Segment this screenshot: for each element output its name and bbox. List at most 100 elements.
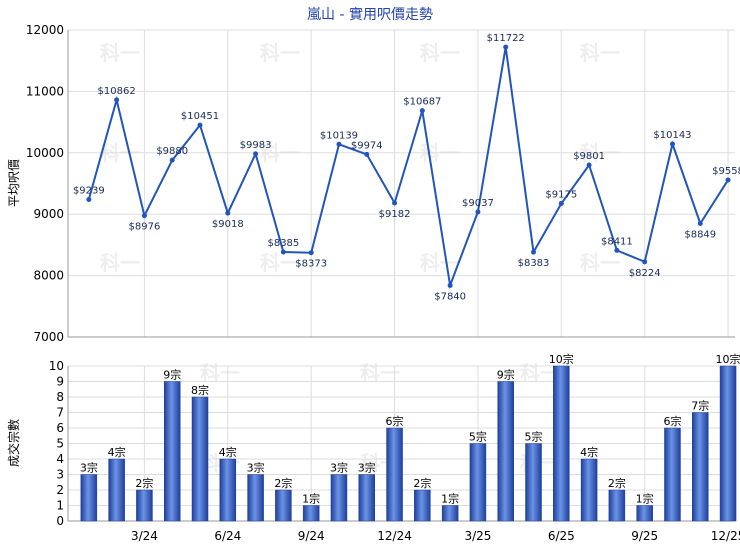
line-data-label: $9175: [545, 189, 577, 200]
line-data-point: [225, 210, 231, 216]
bar-y-tick-label: 7: [56, 406, 64, 420]
bar-data-label: 1宗: [441, 492, 459, 506]
bar-y-tick-label: 6: [56, 421, 64, 435]
watermark-text: 科一: [420, 41, 460, 65]
line-data-label: $10687: [403, 97, 441, 108]
line-data-point: [308, 250, 314, 256]
bar: [108, 458, 125, 522]
watermark-text: 科一: [580, 41, 620, 65]
line-data-point: [197, 122, 203, 128]
line-data-label: $8976: [129, 222, 161, 233]
bar: [80, 474, 98, 522]
line-data-point: [86, 197, 92, 203]
line-data-point: [419, 108, 425, 114]
line-data-label: $8385: [267, 238, 299, 249]
bar: [330, 474, 348, 522]
bar-data-label: 7宗: [691, 399, 709, 413]
x-tick-label: 12/25: [711, 529, 740, 543]
line-data-label: $10143: [653, 130, 691, 141]
bar-data-label: 9宗: [497, 368, 515, 382]
bar-data-label: 9宗: [163, 368, 181, 382]
bar: [608, 489, 626, 522]
bar: [358, 474, 376, 522]
watermark-text: 科一: [580, 251, 620, 275]
line-data-point: [586, 162, 592, 168]
bar: [580, 458, 598, 522]
bar: [469, 443, 487, 522]
bar: [136, 489, 153, 522]
x-tick-label: 6/25: [548, 529, 575, 543]
line-data-label: $10862: [98, 86, 136, 97]
line-data-point: [725, 177, 731, 183]
watermark-text: 科一: [260, 41, 300, 65]
x-tick-label: 9/25: [631, 529, 658, 543]
bar-data-label: 1宗: [636, 492, 654, 506]
line-chart-panel: 7000 8000 9000 10000 11000 12000 $9239 $10862 $8…: [26, 23, 740, 344]
line-data-label: $8224: [629, 268, 661, 279]
chart-title: 嵐山 - 實用呎價走勢: [307, 6, 433, 23]
line-data-point: [669, 141, 675, 147]
line-data-point: [392, 200, 398, 206]
bar-chart-panel: 01 23 45 67 89 10 3宗 4宗 2宗 9宗 8宗 4宗 3宗 2宗 1宗 3宗 3宗 6宗 2宗 1宗…: [49, 352, 740, 543]
bar: [219, 458, 237, 522]
bar: [553, 365, 570, 522]
line-data-label: $8411: [601, 236, 633, 247]
line-data-point: [697, 220, 703, 226]
line-data-point: [475, 209, 481, 215]
line-data-point: [447, 282, 453, 288]
bar: [302, 505, 320, 522]
line-data-label: $9037: [462, 198, 494, 209]
line-data-label: $9239: [73, 186, 105, 197]
bar: [719, 365, 737, 522]
bar-y-tick-label: 2: [56, 483, 64, 497]
x-tick-label: 6/24: [214, 529, 241, 543]
bar: [247, 474, 264, 522]
bar-y-tick-label: 5: [56, 437, 64, 451]
bar-data-label: 10宗: [549, 352, 574, 366]
line-data-label: $11722: [487, 33, 525, 44]
line-series-path: [87, 46, 729, 290]
bar-data-label: 3宗: [247, 461, 265, 475]
bar-data-label: 5宗: [469, 430, 487, 444]
bar: [525, 443, 542, 522]
line-data-label: $9983: [240, 140, 272, 151]
bar-data-label: 3宗: [330, 461, 348, 475]
line-data-point: [114, 97, 120, 103]
line-y-tick-label: 12000: [26, 23, 64, 37]
line-data-label: $9018: [212, 219, 244, 230]
bar-y-axis-title: 成交宗數: [6, 419, 21, 467]
line-data-point: [531, 249, 537, 255]
line-data-point: [169, 157, 175, 163]
line-y-tick-label: 7000: [33, 330, 64, 344]
bar: [386, 427, 403, 522]
x-tick-label: 12/24: [377, 529, 412, 543]
x-tick-label: 9/24: [298, 529, 325, 543]
bar-data-label: 1宗: [302, 492, 320, 506]
bar: [692, 412, 709, 522]
bar: [636, 505, 653, 522]
bar-data-label: 4宗: [219, 445, 237, 459]
bar: [163, 381, 181, 522]
line-y-tick-label: 11000: [26, 84, 64, 98]
line-y-tick-label: 8000: [33, 269, 64, 283]
watermark-text: 科一: [100, 251, 140, 275]
line-data-point: [280, 249, 286, 255]
bar-y-tick-label: 0: [56, 514, 64, 528]
bar-y-tick-label: 10: [49, 359, 64, 373]
line-data-label: $10139: [320, 130, 358, 141]
bar-data-label: 2宗: [608, 476, 626, 490]
line-data-label: $9880: [156, 146, 188, 157]
bar: [191, 396, 209, 522]
bar-data-label: 2宗: [135, 476, 153, 490]
bar: [275, 489, 292, 522]
line-data-point: [141, 213, 147, 219]
line-data-point: [614, 247, 620, 253]
line-data-label: $8849: [684, 229, 716, 240]
bar-data-label: 3宗: [358, 461, 376, 475]
bar-data-label: 6宗: [663, 414, 681, 428]
bar-y-tick-label: 9: [56, 375, 64, 389]
line-data-label: $8373: [295, 259, 327, 270]
bar-y-tick-label: 1: [56, 499, 64, 513]
x-tick-label: 3/25: [464, 529, 491, 543]
line-data-label: $8383: [518, 258, 550, 269]
